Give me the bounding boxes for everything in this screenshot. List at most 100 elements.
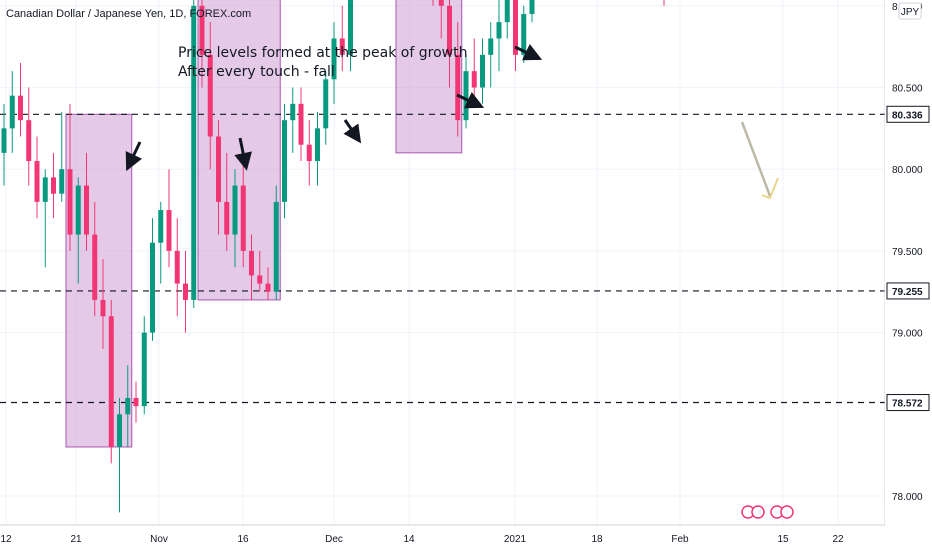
- candle-body: [471, 71, 477, 88]
- candle-down: [166, 169, 172, 268]
- price-tick-label: 79.000: [892, 329, 923, 340]
- candle-body: [529, 0, 535, 14]
- time-axis[interactable]: 12 21 Nov 16 Dec 14 2021 18 Feb 15 22: [0, 505, 885, 550]
- level-badge: [886, 394, 930, 412]
- candle-up: [42, 169, 48, 268]
- projection-arrow: [740, 121, 772, 197]
- candle-down: [183, 250, 188, 333]
- candle-up: [75, 177, 81, 284]
- candle-body: [133, 397, 139, 407]
- candle-body: [191, 5, 197, 300]
- down-arrow-annotation: [456, 92, 485, 109]
- level-badge-label: 79.255: [892, 287, 923, 298]
- candle-down: [216, 120, 221, 235]
- candle-body: [290, 103, 296, 121]
- candle-body: [339, 38, 345, 55]
- price-axis-bg: [885, 0, 932, 550]
- candle-up: [290, 87, 296, 153]
- candle-down: [240, 152, 246, 268]
- candle-body: [84, 185, 89, 235]
- candle-body: [513, 0, 518, 55]
- candle-down: [339, 5, 345, 72]
- highlight-zone: [65, 113, 133, 448]
- time-tick-label: 14: [403, 534, 415, 545]
- candle-body: [59, 169, 65, 194]
- candle-body: [117, 414, 122, 447]
- candle-body: [455, 54, 461, 121]
- price-badges: 82.64282.12281.63281.11280.33679.25578.5…: [886, 105, 930, 412]
- candle-up: [315, 112, 320, 186]
- event-marker[interactable]: [770, 505, 794, 519]
- candle-body: [67, 169, 73, 235]
- candle-down: [34, 136, 40, 219]
- candle-up: [282, 103, 287, 219]
- candle-down: [224, 152, 230, 251]
- candle-down: [265, 267, 271, 300]
- candle-up: [331, 22, 337, 104]
- currency-box[interactable]: [898, 2, 922, 20]
- candle-body: [108, 316, 114, 447]
- time-tick-label: Feb: [671, 534, 689, 545]
- candle-down: [207, 22, 213, 170]
- time-tick-label: 15: [777, 534, 789, 545]
- event-marker[interactable]: [741, 505, 765, 519]
- candle-up: [488, 22, 494, 88]
- candle-down: [108, 299, 114, 464]
- candle-body: [488, 38, 494, 55]
- candle-up: [125, 365, 131, 447]
- candle-body: [75, 185, 81, 235]
- currency-label: JPY: [901, 7, 920, 18]
- event-marker-icon: [780, 505, 794, 519]
- candle-body: [282, 120, 287, 202]
- level-badge-label: 80.336: [892, 110, 923, 121]
- price-axis[interactable]: 78.00079.00079.50080.00080.50081.00081.5…: [885, 0, 932, 550]
- candle-down: [92, 201, 98, 317]
- candle-body: [315, 128, 320, 162]
- candle-body: [18, 95, 23, 121]
- time-tick-label: 2021: [504, 534, 527, 545]
- candle-up: [150, 218, 155, 341]
- candle-down: [18, 62, 23, 137]
- candle-up: [59, 112, 65, 202]
- candle-body: [504, 0, 510, 23]
- candle-up: [9, 71, 15, 153]
- event-marker-icon: [751, 505, 765, 519]
- level-badge: [886, 282, 930, 300]
- candle-body: [42, 177, 48, 202]
- candle-body: [199, 5, 205, 55]
- price-tick-label: 78.000: [892, 492, 923, 503]
- candle-up: [273, 185, 279, 300]
- candle-body: [240, 185, 246, 251]
- candle-up: [191, 0, 197, 309]
- candle-down: [100, 259, 106, 349]
- time-axis-bg: [0, 526, 885, 550]
- down-arrow-annotation: [125, 141, 142, 172]
- candle-up: [348, 0, 353, 72]
- candle-body: [216, 136, 221, 202]
- candle-body: [166, 210, 172, 251]
- candle-down: [51, 152, 56, 219]
- candle-body: [34, 161, 40, 202]
- candle-body: [521, 13, 527, 55]
- candle-body: [232, 185, 238, 235]
- candle-body: [174, 250, 180, 284]
- time-tick-label: Dec: [325, 534, 343, 545]
- candle-body: [273, 201, 279, 292]
- projection-arrowhead: [761, 177, 779, 200]
- level-badge: [886, 105, 930, 123]
- candle-body: [150, 242, 155, 333]
- candle-down: [298, 87, 304, 162]
- candle-down: [26, 87, 32, 186]
- candle-down: [199, 0, 205, 88]
- candle-body: [331, 38, 337, 80]
- candle-body: [348, 0, 353, 55]
- candle-up: [529, 0, 535, 23]
- chart-title: Canadian Dollar / Japanese Yen, 1D, FORE…: [6, 8, 251, 20]
- candle-up: [141, 316, 147, 415]
- candle-down: [306, 120, 312, 186]
- candle-down: [513, 0, 518, 72]
- candle-up: [323, 71, 329, 145]
- candle-body: [249, 250, 254, 276]
